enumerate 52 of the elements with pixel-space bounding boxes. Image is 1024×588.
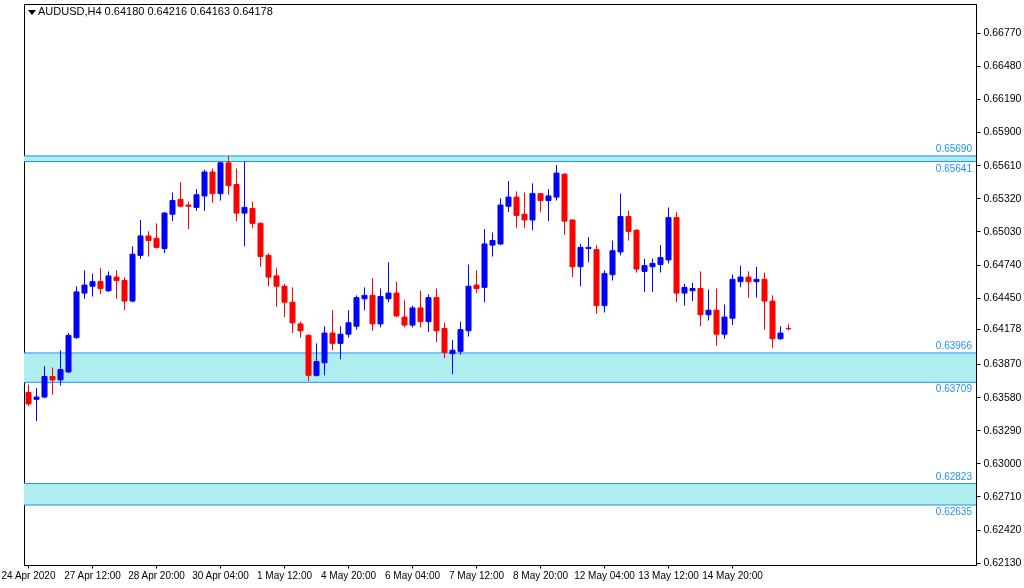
candlestick [209, 168, 216, 204]
ref-line-label: 0.63966 [935, 339, 973, 351]
x-tick-label: 12 May 04:00 [574, 569, 636, 581]
candlestick [329, 309, 336, 351]
candlestick [417, 290, 424, 328]
ref-line-label: 0.63709 [935, 383, 973, 395]
y-tick-label: 0.65320 [983, 191, 1022, 204]
ref-line-label: 0.62635 [935, 506, 973, 518]
y-tick-label: 0.66190 [983, 92, 1022, 105]
candlestick [409, 305, 416, 328]
y-tick-label: 0.64740 [983, 258, 1022, 271]
x-tick-label: 27 Apr 12:00 [64, 569, 122, 581]
y-tick-label: 0.65900 [983, 125, 1022, 138]
y-tick-label: 0.64450 [983, 291, 1022, 304]
x-tick-label: 24 Apr 2020 [1, 569, 56, 581]
x-tick-label: 28 Apr 20:00 [128, 569, 186, 581]
x-tick-label: 30 Apr 04:00 [192, 569, 250, 581]
y-tick-label: 0.65030 [983, 224, 1022, 237]
candlestick [745, 270, 752, 299]
candlestick [97, 267, 104, 295]
y-tick-label: 0.65610 [983, 158, 1022, 171]
x-tick-label: 14 May 20:00 [702, 569, 764, 581]
y-tick-label: 0.63290 [983, 423, 1022, 436]
ref-line-label: 0.62823 [935, 470, 973, 482]
y-tick-label: 0.66480 [983, 59, 1022, 72]
candlestick [425, 293, 432, 333]
y-tick-label: 0.63580 [983, 390, 1022, 403]
x-tick-label: 8 May 20:00 [512, 569, 569, 581]
x-tick-label: 6 May 04:00 [384, 569, 441, 581]
chart-title: AUDUSD,H4 0.64180 0.64216 0.64163 0.64178 [38, 5, 273, 17]
candlestick [49, 366, 56, 396]
x-tick-label: 1 May 12:00 [256, 569, 313, 581]
candlestick [241, 161, 248, 247]
x-tick-label: 7 May 12:00 [448, 569, 505, 581]
x-tick-label: 4 May 20:00 [320, 569, 377, 581]
y-tick-label: 0.64178 [983, 322, 1022, 335]
candlestick [753, 266, 760, 299]
candlestick [25, 383, 32, 407]
y-tick-label: 0.62420 [983, 523, 1022, 536]
y-tick-label: 0.62710 [983, 489, 1022, 502]
y-tick-label: 0.63870 [983, 357, 1022, 370]
candlestick [473, 269, 480, 294]
x-tick-label: 13 May 12:00 [638, 569, 700, 581]
candlestick [537, 193, 544, 213]
ref-line-label: 0.65690 [935, 142, 973, 154]
y-tick-label: 0.62130 [983, 556, 1022, 569]
ref-line-label: 0.65641 [935, 162, 973, 174]
candlestick [105, 270, 112, 293]
y-tick-label: 0.63000 [983, 456, 1022, 469]
y-tick-label: 0.66770 [983, 26, 1022, 39]
candlestick [713, 288, 720, 347]
candlestick [705, 289, 712, 321]
